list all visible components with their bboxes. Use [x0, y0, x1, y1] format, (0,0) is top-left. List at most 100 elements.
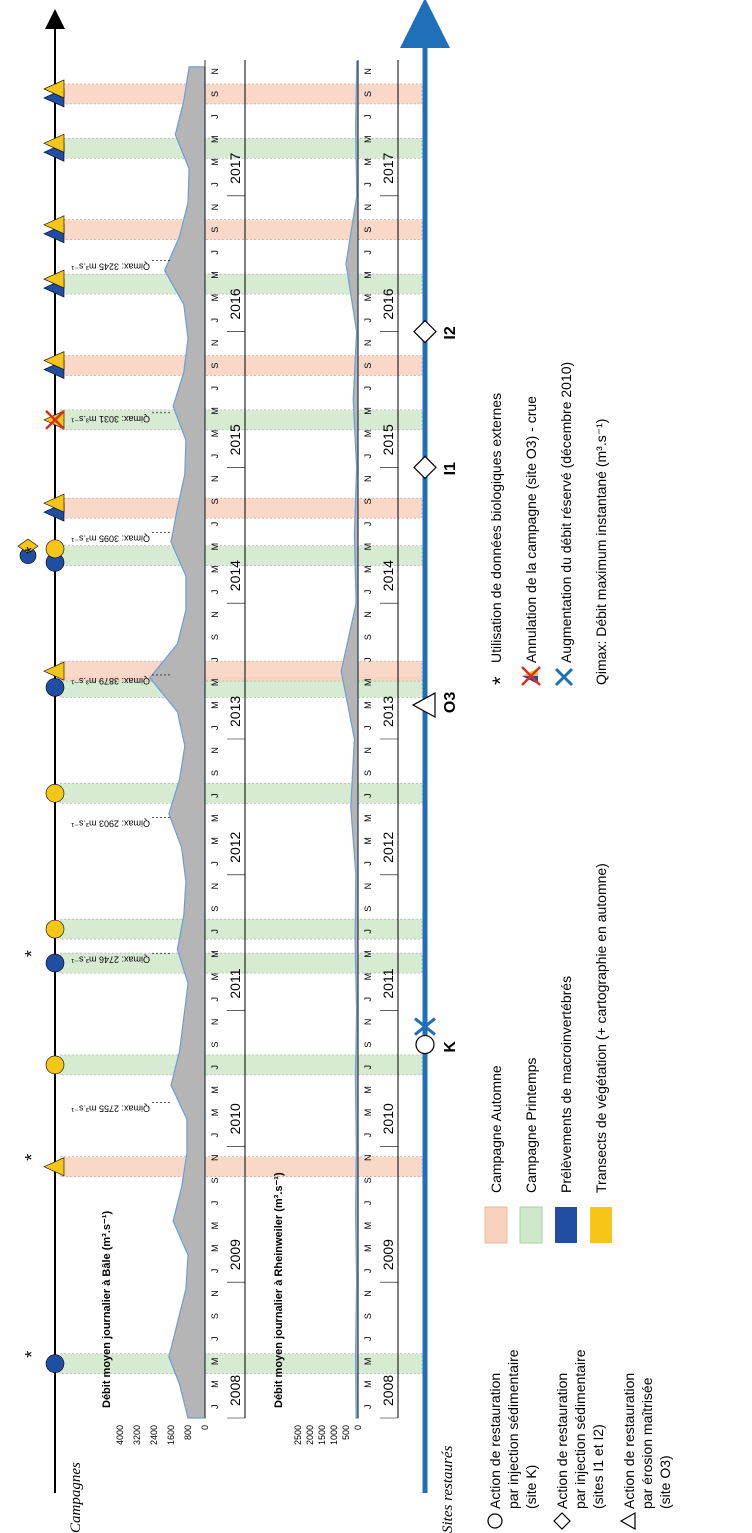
legend-qimax-label: Qimax: Débit maximum instantané (m³.s⁻¹): [593, 419, 609, 685]
year-label: 2014: [227, 560, 243, 591]
diamond-action-icon: [553, 1512, 571, 1530]
year-label: 2008: [380, 1375, 396, 1406]
month-tick: J: [210, 861, 220, 866]
legend-annulation-label: Annulation de la campagne (site O3) - cr…: [523, 396, 539, 663]
month-tick: N: [210, 475, 220, 482]
month-tick: J: [363, 929, 373, 934]
month-tick: J: [210, 386, 220, 391]
legend-triangle-line-3: (site O3): [657, 1455, 673, 1509]
vegetation-triangle-marker: [43, 79, 65, 99]
legend-circle-line-2: par injection sédimentaire: [505, 1349, 521, 1509]
chart-bale-month-ticks: J M M J S N J M M J S N J M M J S N J M M J S N J M M J S N J M M J S N J M M J…: [210, 68, 220, 1409]
ytick-label: 2400: [149, 1425, 159, 1445]
month-tick: M: [363, 543, 373, 551]
month-tick: N: [363, 1019, 373, 1026]
month-tick: S: [363, 1042, 373, 1048]
month-tick: S: [210, 634, 220, 640]
circle-action-icon: [487, 1513, 503, 1529]
ytick-label: 0: [200, 1425, 210, 1430]
month-tick: S: [210, 770, 220, 776]
year-label: 2011: [227, 968, 243, 998]
month-tick: M: [210, 1086, 220, 1094]
month-tick: J: [210, 1337, 220, 1342]
month-tick: M: [210, 1358, 220, 1366]
month-tick: J: [363, 861, 373, 866]
year-label: 2010: [380, 1103, 396, 1134]
month-tick: M: [363, 1109, 373, 1117]
year-label: 2016: [227, 288, 243, 319]
month-tick: M: [363, 294, 373, 302]
month-tick: J: [363, 590, 373, 595]
legend-externes-label: Utilisation de données biologiques exter…: [488, 393, 504, 663]
month-tick: M: [363, 271, 373, 279]
blue-cross-marker: [414, 1017, 436, 1036]
month-tick: M: [210, 135, 220, 143]
year-label: 2009: [227, 1239, 243, 1270]
ytick-label: 1500: [317, 1425, 327, 1445]
vegetation-circle-marker: [45, 919, 65, 939]
month-tick: M: [210, 701, 220, 709]
vegetation-triangle-marker: [43, 215, 65, 235]
month-tick: S: [210, 363, 220, 369]
month-tick: J: [363, 793, 373, 798]
chart-bale-area: [149, 66, 206, 1419]
month-tick: S: [363, 227, 373, 233]
month-tick: M: [363, 1245, 373, 1253]
chart-rheinweiler-area: [340, 60, 359, 1419]
month-tick: M: [210, 1222, 220, 1230]
chart-rheinweiler-year-labels: 2008 2009 2010 2011 2012 2013 2014 2015 2016 2017: [380, 60, 399, 1419]
vegetation-triangle-marker: [43, 661, 65, 681]
month-tick: J: [363, 454, 373, 459]
month-tick: J: [363, 1065, 373, 1070]
chart-rheinweiler-month-ticks: J M M J S N J M M J S N J M M J S N J M M J S N J M M J S N J M M J S N J M M J…: [363, 68, 373, 1409]
month-tick: J: [363, 997, 373, 1002]
chart-rheinweiler: Débit moyen journalier à Rheinweiler (m³…: [273, 60, 399, 1445]
legend-macro-swatch: [555, 1207, 577, 1243]
legend-diamond-line-2: par injection sédimentaire: [572, 1349, 588, 1509]
month-tick: N: [363, 1154, 373, 1161]
macro-circle-marker: [45, 953, 65, 973]
month-tick: N: [210, 883, 220, 890]
ytick-label: 2000: [305, 1425, 315, 1445]
month-tick: M: [363, 566, 373, 574]
ytick-label: 2500: [293, 1425, 303, 1445]
month-tick: N: [210, 611, 220, 618]
site-i1-diamond: [413, 455, 437, 480]
month-tick: M: [363, 1222, 373, 1230]
qimax-annotation: Qimax: 2903 m³.s⁻¹: [71, 818, 150, 828]
month-tick: J: [363, 725, 373, 730]
year-label: 2008: [227, 1375, 243, 1406]
legend-vegetation-label: Transects de végétation (+ cartographie …: [593, 863, 609, 1193]
month-tick: S: [363, 1177, 373, 1183]
legend: Action de restauration par injection séd…: [484, 362, 673, 1531]
month-tick: M: [210, 950, 220, 958]
month-tick: S: [363, 634, 373, 640]
month-tick: J: [210, 658, 220, 663]
month-tick: M: [363, 158, 373, 166]
month-tick: J: [210, 793, 220, 798]
month-tick: N: [210, 1290, 220, 1297]
month-tick: J: [210, 997, 220, 1002]
month-tick: M: [210, 814, 220, 822]
month-tick: J: [210, 182, 220, 187]
external-data-asterisk: *: [22, 1154, 42, 1161]
month-tick: N: [210, 340, 220, 347]
month-tick: M: [210, 1245, 220, 1253]
legend-circle-line-3: (site K): [523, 1465, 539, 1509]
year-label: 2011: [380, 968, 396, 998]
month-tick: N: [363, 68, 373, 75]
cancel-cross-marker: [45, 409, 65, 430]
month-tick: S: [210, 227, 220, 233]
month-tick: M: [210, 1109, 220, 1117]
site-label: I1: [442, 462, 459, 475]
month-tick: N: [363, 1290, 373, 1297]
campaign-bands: [59, 83, 423, 1374]
legend-printemps-swatch: [519, 1206, 543, 1244]
month-tick: S: [363, 91, 373, 97]
month-tick: M: [210, 1380, 220, 1388]
site-label: I2: [442, 326, 459, 339]
month-tick: J: [363, 250, 373, 255]
legend-automne-swatch: [484, 1206, 508, 1244]
